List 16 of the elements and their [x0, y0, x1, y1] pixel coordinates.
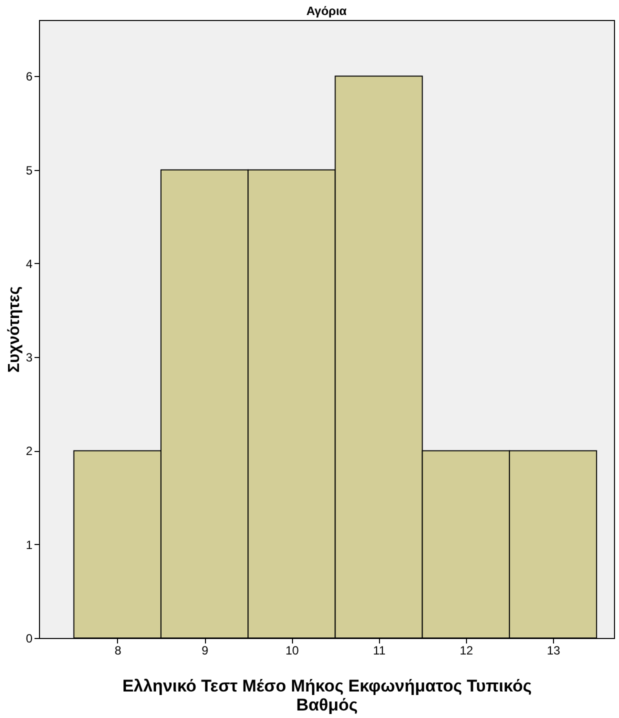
- y-axis-title: Συχνότητες: [6, 286, 23, 373]
- x-tick-label: 12: [460, 644, 474, 658]
- y-tick-label: 0: [26, 632, 33, 646]
- y-tick-label: 1: [26, 538, 33, 552]
- x-tick-label: 11: [373, 644, 386, 658]
- y-tick-label: 5: [26, 163, 33, 178]
- y-tick-label: 4: [26, 256, 33, 271]
- y-tick-label: 6: [26, 70, 33, 84]
- chart-title: Αγόρια: [306, 4, 348, 18]
- x-tick-label: 9: [202, 644, 209, 658]
- y-tick-label: 3: [26, 350, 33, 365]
- x-tick-label: 8: [114, 644, 122, 658]
- x-tick-label: 13: [546, 644, 561, 658]
- x-axis-title: Ελληνικό Τεστ Μέσο Μήκος Εκφωνήματος Τυπικός Βαθμός: [122, 676, 532, 714]
- y-tick-label: 2: [26, 444, 33, 458]
- x-tick-label: 10: [285, 644, 300, 658]
